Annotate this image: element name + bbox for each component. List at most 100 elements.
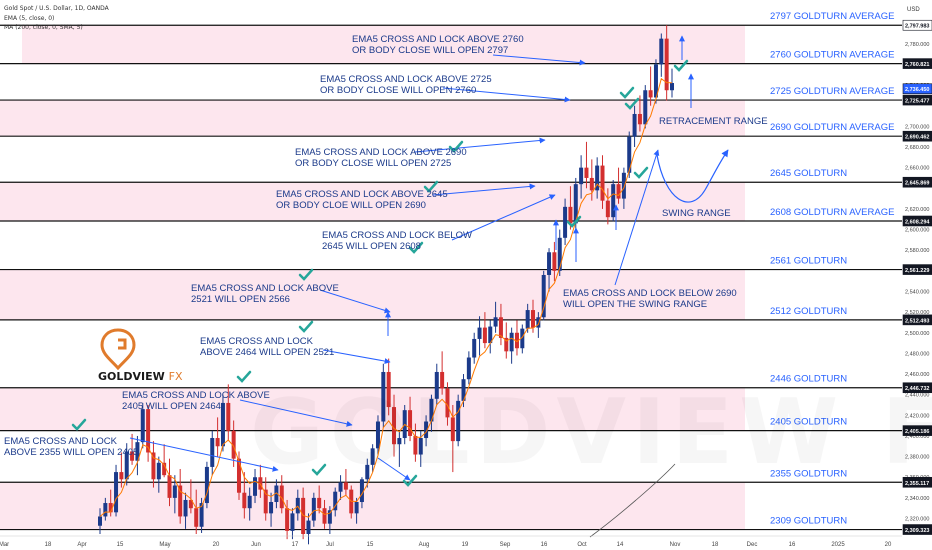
annotation-arrow: [614, 149, 660, 286]
candle-layer: [98, 25, 674, 545]
price-tag-label: 2,725.477: [905, 99, 929, 105]
candle-body: [434, 371, 439, 399]
candle-body: [103, 503, 108, 517]
candle-body: [98, 516, 102, 526]
ma-legend[interactable]: MA (200, close, 0, SMA, 5): [4, 24, 83, 31]
candle-body: [354, 502, 359, 514]
price-tag-label: 2,608.294: [905, 220, 930, 226]
price-tag-label: 2,736.450: [905, 87, 929, 93]
price-tick-label: 2,480.000: [905, 351, 929, 357]
candle-body: [413, 435, 418, 455]
candle-body: [482, 327, 487, 344]
price-tick-label: 2,460.000: [905, 372, 929, 378]
candle-body: [579, 167, 584, 185]
candle-body: [381, 371, 386, 422]
time-tick-label: Jun: [251, 542, 261, 548]
candle-body: [183, 499, 188, 517]
goldview-logo-icon: [100, 328, 136, 370]
annotation-text: OR BODY CLOE WILL OPEN 2690: [276, 200, 426, 211]
price-tick-label: 2,420.000: [905, 413, 929, 419]
candle-body: [563, 206, 568, 238]
candle-body: [536, 317, 541, 328]
candle-body: [274, 485, 279, 503]
check-icon: [402, 474, 418, 487]
candle-body: [424, 421, 429, 439]
candle-body: [392, 407, 397, 445]
annotation-text: EMA5 CROSS AND LOCK ABOVE: [191, 283, 339, 294]
currency-label: USD: [907, 7, 920, 13]
candle-body: [488, 326, 493, 344]
candle-body: [322, 508, 327, 524]
price-tag: [902, 382, 932, 394]
candle-body: [520, 328, 525, 349]
price-tag: [902, 130, 932, 142]
goldturn-zone: [22, 25, 745, 64]
candle-body: [472, 338, 477, 358]
price-tag-label: 2,309.323: [905, 528, 929, 534]
check-icon: [423, 180, 439, 193]
brand-name: GOLDVIEW: [98, 370, 165, 383]
zone-layer: [0, 25, 745, 530]
candle-body: [600, 165, 605, 201]
time-tick-label: 16: [789, 542, 796, 548]
ema-legend[interactable]: EMA (5, close, 0): [4, 15, 55, 22]
check-icon: [71, 418, 87, 431]
candle-body: [215, 438, 220, 447]
annotation-arrow: [129, 437, 279, 472]
candle-body: [343, 482, 348, 490]
time-tick-label: 2025: [831, 542, 845, 548]
candle-body: [541, 274, 546, 318]
candle-body: [108, 503, 113, 513]
time-tick-label: 18: [45, 542, 52, 548]
candle-body: [632, 113, 637, 137]
candle-body: [589, 177, 594, 191]
candle-body: [269, 502, 274, 514]
price-tag: [902, 215, 932, 227]
price-tick-label: 2,340.000: [905, 496, 929, 502]
candle-body: [627, 136, 632, 173]
candle-body: [653, 64, 658, 98]
candle-body: [263, 489, 268, 514]
annotation-text: EMA5 CROSS AND LOCK BELOW: [322, 230, 472, 241]
time-tick-label: 16: [541, 542, 548, 548]
time-tick-label: May: [159, 542, 170, 548]
annotation-text: EMA5 CROSS AND LOCK ABOVE: [122, 390, 270, 401]
goldturn-level-label: 2690 GOLDTURN AVERAGE: [770, 122, 894, 133]
goldturn-level-label: 2725 GOLDTURN AVERAGE: [770, 86, 894, 97]
candle-body: [114, 472, 119, 513]
swing-range-arrow: [656, 149, 729, 203]
check-icon: [619, 86, 635, 99]
check-icon: [408, 241, 424, 254]
ma200-line: [589, 463, 676, 538]
candle-body: [445, 388, 450, 418]
candle-body: [365, 464, 370, 480]
annotation-text: 2521 WILL OPEN 2566: [191, 294, 290, 305]
annotation-arrow: [451, 194, 556, 241]
time-tick-label: 14: [617, 542, 624, 548]
price-tag: [902, 425, 932, 436]
candle-body: [670, 83, 674, 91]
price-tick-label: 2,380.000: [905, 455, 929, 461]
candle-body: [659, 38, 664, 65]
time-tick-label: 18: [712, 542, 719, 548]
time-tick-label: 19: [462, 542, 469, 548]
candle-body: [290, 513, 295, 531]
candle-body: [156, 462, 161, 480]
check-icon: [311, 463, 327, 476]
goldturn-zone: [0, 269, 745, 320]
candle-body: [514, 332, 519, 349]
annotation-text: ABOVE 2355 WILL OPEN 2405: [4, 447, 138, 458]
price-tick-label: 2,520.000: [905, 310, 929, 316]
arrow-layer: [71, 35, 729, 487]
price-tag-label: 2,446.732: [905, 386, 929, 392]
candle-body: [557, 237, 562, 271]
time-tick-label: 15: [367, 542, 374, 548]
annotation-arrow: [322, 349, 391, 365]
brand-logo-text: GOLDVIEW FX: [98, 370, 183, 383]
price-tag: [902, 83, 932, 95]
price-tick-label: 2,600.000: [905, 228, 929, 234]
candle-body: [194, 508, 199, 527]
candle-body: [531, 310, 536, 328]
